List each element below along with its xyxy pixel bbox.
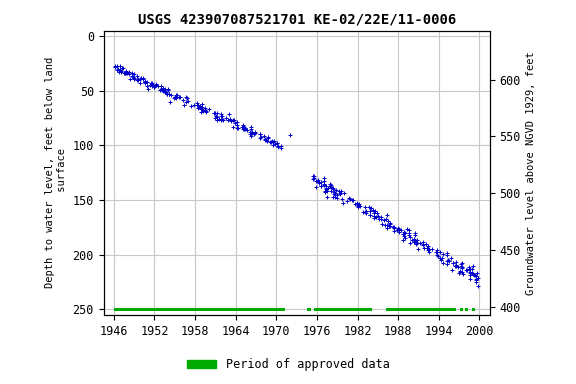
Legend: Period of approved data: Period of approved data xyxy=(182,354,394,376)
Y-axis label: Groundwater level above NGVD 1929, feet: Groundwater level above NGVD 1929, feet xyxy=(526,51,536,295)
Title: USGS 423907087521701 KE-02/22E/11-0006: USGS 423907087521701 KE-02/22E/11-0006 xyxy=(138,13,456,27)
Y-axis label: Depth to water level, feet below land
 surface: Depth to water level, feet below land su… xyxy=(46,57,67,288)
